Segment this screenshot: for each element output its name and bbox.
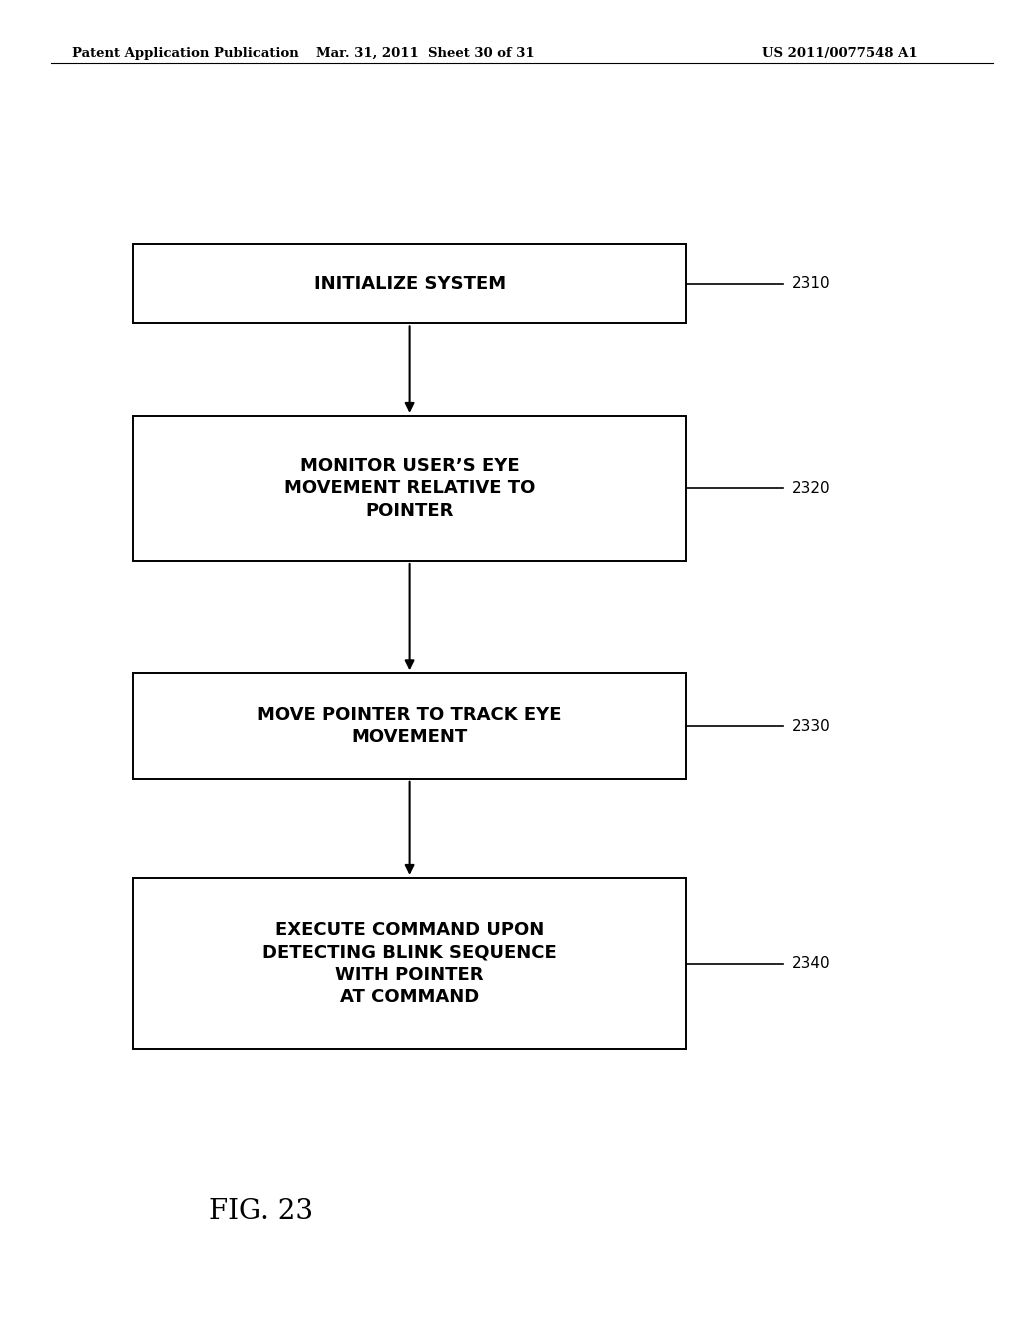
Text: EXECUTE COMMAND UPON
DETECTING BLINK SEQUENCE
WITH POINTER
AT COMMAND: EXECUTE COMMAND UPON DETECTING BLINK SEQ… — [262, 921, 557, 1006]
Text: MOVE POINTER TO TRACK EYE
MOVEMENT: MOVE POINTER TO TRACK EYE MOVEMENT — [257, 706, 562, 746]
Text: MONITOR USER’S EYE
MOVEMENT RELATIVE TO
POINTER: MONITOR USER’S EYE MOVEMENT RELATIVE TO … — [284, 457, 536, 520]
Text: 2310: 2310 — [792, 276, 830, 292]
FancyBboxPatch shape — [133, 416, 686, 561]
Text: Patent Application Publication: Patent Application Publication — [72, 48, 298, 59]
Text: INITIALIZE SYSTEM: INITIALIZE SYSTEM — [313, 275, 506, 293]
Text: 2330: 2330 — [792, 718, 830, 734]
Text: US 2011/0077548 A1: US 2011/0077548 A1 — [762, 48, 918, 59]
FancyBboxPatch shape — [133, 878, 686, 1049]
Text: Mar. 31, 2011  Sheet 30 of 31: Mar. 31, 2011 Sheet 30 of 31 — [315, 48, 535, 59]
Text: 2340: 2340 — [792, 956, 830, 972]
Text: FIG. 23: FIG. 23 — [209, 1199, 313, 1225]
FancyBboxPatch shape — [133, 673, 686, 779]
Text: 2320: 2320 — [792, 480, 830, 496]
FancyBboxPatch shape — [133, 244, 686, 323]
